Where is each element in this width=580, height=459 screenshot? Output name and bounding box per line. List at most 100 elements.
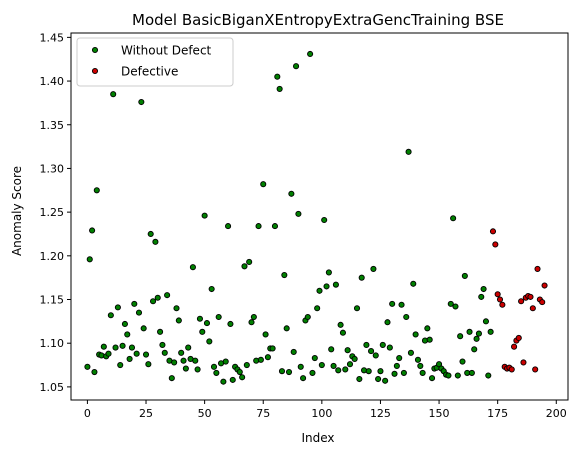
- point-without-defect-143: [419, 369, 426, 376]
- point-without-defect-28: [149, 298, 157, 305]
- point-defective-19: [534, 265, 541, 272]
- point-defective-3: [496, 296, 504, 303]
- point-without-defect-18: [126, 355, 133, 362]
- point-without-defect-146: [426, 336, 433, 343]
- point-without-defect-155: [447, 300, 454, 307]
- point-without-defect-94: [304, 313, 311, 321]
- point-without-defect-111: [344, 347, 351, 354]
- y-axis-label: Anomaly Score: [10, 166, 24, 256]
- point-without-defect-15: [119, 342, 126, 349]
- y-tick-label: 1.30: [40, 162, 65, 175]
- point-without-defect-131: [391, 370, 398, 377]
- point-without-defect-37: [171, 359, 178, 366]
- point-without-defect-115: [353, 305, 361, 312]
- point-without-defect-128: [384, 319, 391, 326]
- point-without-defect-74: [257, 356, 264, 363]
- point-defective-18: [532, 366, 539, 373]
- point-without-defect-112: [346, 361, 354, 368]
- x-tick-label: 25: [139, 407, 153, 420]
- point-without-defect-92: [300, 375, 307, 382]
- point-without-defect-88: [290, 348, 297, 355]
- point-without-defect-154: [445, 372, 452, 379]
- point-without-defect-67: [241, 263, 248, 270]
- point-without-defect-135: [400, 369, 407, 376]
- point-without-defect-110: [342, 366, 349, 373]
- point-without-defect-62: [229, 376, 236, 383]
- point-without-defect-0: [84, 363, 91, 370]
- point-without-defect-97: [311, 355, 318, 362]
- point-without-defect-80: [271, 223, 279, 230]
- x-tick-label: 0: [84, 407, 91, 420]
- point-without-defect-81: [274, 73, 281, 80]
- point-without-defect-71: [250, 313, 257, 321]
- point-without-defect-30: [154, 294, 161, 301]
- point-without-defect-16: [121, 320, 128, 328]
- point-without-defect-123: [372, 352, 379, 359]
- point-without-defect-59: [222, 358, 229, 365]
- legend-label-defective: Defective: [121, 65, 178, 79]
- point-without-defect-54: [210, 363, 218, 370]
- point-without-defect-87: [288, 190, 295, 197]
- plot-area-frame: [70, 32, 569, 401]
- point-without-defect-141: [414, 356, 422, 363]
- point-without-defect-107: [335, 367, 342, 374]
- point-defective-12: [518, 298, 525, 305]
- point-without-defect-90: [295, 210, 302, 217]
- point-without-defect-50: [201, 212, 208, 219]
- point-without-defect-129: [386, 344, 393, 351]
- legend-marker-defective: [91, 67, 99, 75]
- point-without-defect-41: [180, 357, 187, 364]
- point-without-defect-102: [323, 283, 330, 290]
- point-without-defect-60: [225, 223, 232, 230]
- point-without-defect-73: [255, 223, 262, 230]
- point-without-defect-21: [133, 350, 140, 357]
- point-without-defect-4: [93, 187, 100, 194]
- point-without-defect-68: [243, 361, 250, 369]
- point-without-defect-43: [185, 344, 192, 351]
- point-without-defect-56: [215, 313, 222, 321]
- legend-label-without-defect: Without Defect: [121, 44, 212, 58]
- x-tick-label: 75: [256, 407, 270, 420]
- point-defective-16: [527, 293, 534, 300]
- y-axis-ticks: 1.05 1.10 1.15 1.20 1.25 1.30 1.35 1.40 1.45: [40, 31, 71, 394]
- y-tick-label: 1.20: [40, 250, 65, 263]
- y-tick-label: 1.40: [40, 75, 65, 88]
- y-tick-label: 1.35: [40, 119, 65, 132]
- point-without-defect-69: [246, 258, 253, 265]
- point-without-defect-32: [159, 341, 166, 349]
- point-without-defect-157: [452, 303, 459, 310]
- point-without-defect-133: [396, 355, 403, 362]
- point-without-defect-121: [368, 348, 375, 355]
- point-without-defect-106: [332, 281, 339, 288]
- point-without-defect-27: [147, 230, 154, 238]
- point-defective-8: [508, 366, 515, 373]
- point-without-defect-172: [487, 328, 494, 335]
- point-without-defect-39: [175, 317, 182, 324]
- point-without-defect-96: [309, 369, 316, 376]
- point-without-defect-53: [208, 285, 215, 293]
- point-without-defect-166: [473, 335, 480, 342]
- point-without-defect-83: [278, 368, 286, 375]
- point-defective-0: [489, 228, 497, 235]
- point-without-defect-86: [285, 368, 293, 376]
- point-without-defect-84: [281, 271, 288, 279]
- point-without-defect-116: [356, 375, 363, 383]
- point-without-defect-147: [428, 375, 436, 382]
- point-without-defect-142: [417, 362, 424, 369]
- point-without-defect-170: [482, 318, 490, 325]
- point-defective-2: [494, 291, 501, 298]
- point-defective-17: [529, 305, 536, 312]
- point-defective-1: [492, 241, 499, 248]
- point-without-defect-137: [405, 148, 412, 155]
- point-without-defect-14: [117, 361, 124, 369]
- point-without-defect-164: [468, 369, 475, 376]
- y-tick-label: 1.05: [40, 381, 65, 394]
- point-without-defect-13: [114, 304, 121, 311]
- point-without-defect-36: [168, 375, 175, 382]
- x-tick-label: 100: [311, 407, 332, 420]
- point-without-defect-38: [173, 305, 180, 312]
- y-tick-label: 1.10: [40, 337, 65, 350]
- point-without-defect-108: [337, 321, 344, 328]
- point-without-defect-91: [297, 363, 304, 370]
